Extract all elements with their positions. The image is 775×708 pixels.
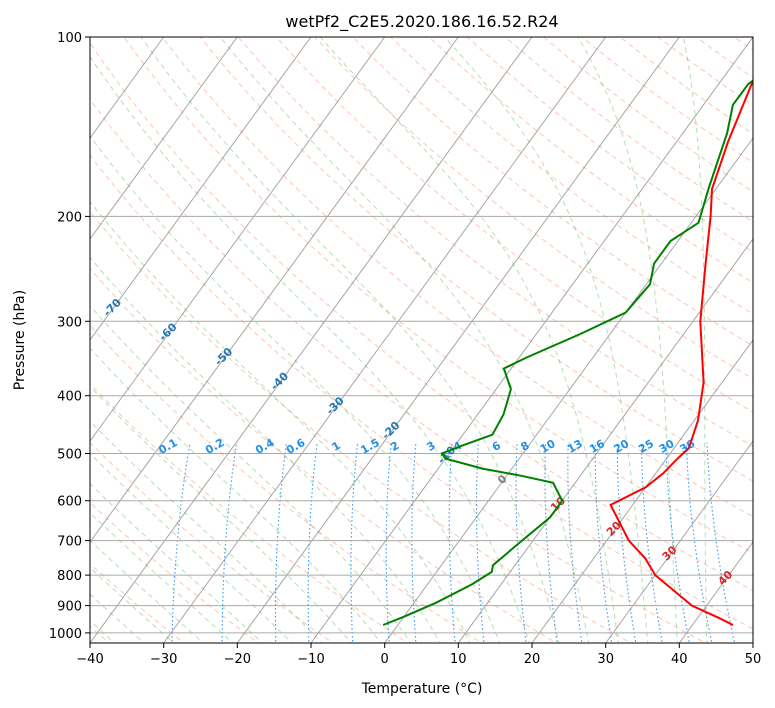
mixing-ratio-line [221, 442, 238, 643]
y-tick-label: 200 [57, 210, 82, 225]
moist-adiabat-line [90, 385, 352, 643]
mixing-ratio-line [307, 442, 318, 643]
x-tick-label: 0 [381, 652, 389, 667]
moist-adiabat-line [90, 539, 205, 643]
mixing-ratio-line [475, 442, 485, 643]
mixing-ratio-line [567, 442, 583, 643]
moist-adiabat-line [90, 347, 382, 643]
isotherm-line [163, 37, 607, 643]
dry-adiabat-line [90, 267, 558, 643]
plot-frame [89, 36, 754, 644]
y-axis-label: Pressure (hPa) [12, 290, 28, 390]
mixing-ratio-line [385, 442, 392, 643]
x-tick-label: 40 [671, 652, 688, 667]
mixing-ratio-line [171, 442, 191, 643]
y-tick-label: 300 [57, 315, 82, 330]
moist-adiabat-line [90, 511, 234, 643]
moist-adiabat-line [90, 256, 441, 643]
mixing-ratio-line [448, 442, 456, 643]
isotherm-line [90, 37, 238, 240]
x-tick-label: 20 [524, 652, 541, 667]
pressure-gridlines [90, 37, 753, 634]
sounding-traces [382, 78, 753, 626]
y-tick-label: 100 [57, 31, 82, 46]
moist-adiabat-line [682, 37, 708, 643]
x-tick-label: 50 [745, 652, 762, 667]
isotherm-line [90, 37, 459, 543]
mixing-ratio-line [685, 442, 713, 643]
mixing-ratio-line [515, 442, 527, 643]
dry-adiabats [90, 37, 753, 643]
x-tick-label: −10 [297, 652, 324, 667]
dry-adiabat-line [90, 383, 409, 643]
mixing-ratio-lines [171, 442, 736, 643]
isotherm-line [531, 339, 753, 643]
x-axis: −40 −30 −20 −10 0 10 20 30 40 50 [76, 643, 761, 667]
dry-adiabat-line [90, 441, 334, 643]
moist-adiabat-line [443, 37, 649, 643]
x-tick-label: 10 [450, 652, 467, 667]
temperature-trace [609, 78, 753, 626]
moist-adiabat-line [319, 37, 619, 643]
isotherm-line [90, 37, 312, 341]
y-tick-label: 1000 [49, 627, 82, 642]
moist-adiabat-line [90, 482, 264, 643]
dry-adiabat-line [90, 154, 707, 643]
mixing-ratio-line [411, 442, 417, 643]
x-tick-label: −20 [224, 652, 251, 667]
dry-adiabat-line [90, 98, 753, 630]
moist-adiabat-line [90, 566, 175, 643]
isotherm-line [457, 238, 753, 643]
plot-area: -100-90-80-70-60-50-40-30-20-10010203040… [90, 37, 753, 643]
dry-adiabat-line [90, 563, 185, 643]
x-axis-label: Temperature (°C) [361, 681, 483, 697]
y-tick-label: 400 [57, 390, 82, 405]
dry-adiabat-line [237, 37, 753, 447]
x-tick-label: −30 [150, 652, 177, 667]
mixing-ratio-line [544, 442, 558, 643]
isotherm-line [90, 37, 386, 442]
mixing-ratio-line [350, 442, 359, 643]
dry-adiabat-line [314, 37, 753, 380]
mixing-ratio-line [616, 442, 637, 643]
mixing-ratio-line [706, 442, 736, 643]
isotherm-line [384, 137, 753, 643]
moist-adiabat-line [90, 593, 146, 643]
moist-adiabat-line [90, 201, 471, 643]
dry-adiabat-line [90, 325, 483, 643]
x-tick-label: 30 [597, 652, 614, 667]
isotherm-line [90, 37, 533, 643]
dry-adiabat-line [90, 42, 753, 592]
dry-adiabat-line [390, 37, 753, 315]
moist-adiabat-line [90, 135, 501, 643]
mixing-ratio-line [665, 442, 690, 643]
mixing-ratio-line [274, 442, 287, 643]
mixing-ratio-line [594, 442, 613, 643]
y-tick-label: 600 [57, 495, 82, 510]
isotherm-line [605, 440, 753, 643]
chart-title: wetPf2_C2E5.2020.186.16.52.R24 [285, 12, 558, 32]
y-tick-label: 800 [57, 569, 82, 584]
moist-adiabat-line [90, 55, 530, 643]
y-tick-label: 500 [57, 448, 82, 463]
dry-adiabat-line [90, 211, 632, 643]
x-tick-label: −40 [76, 652, 103, 667]
moist-adiabats [90, 37, 708, 643]
y-tick-label: 900 [57, 600, 82, 615]
isotherm-line [236, 37, 680, 643]
moist-adiabat-line [577, 37, 678, 643]
isotherm-line [310, 37, 753, 643]
y-axis: 100 200 300 400 500 600 700 800 900 1000 [49, 31, 90, 642]
y-tick-label: 700 [57, 535, 82, 550]
dewpoint-trace [382, 79, 753, 626]
dry-adiabat-line [199, 37, 753, 482]
isotherms [90, 37, 753, 643]
